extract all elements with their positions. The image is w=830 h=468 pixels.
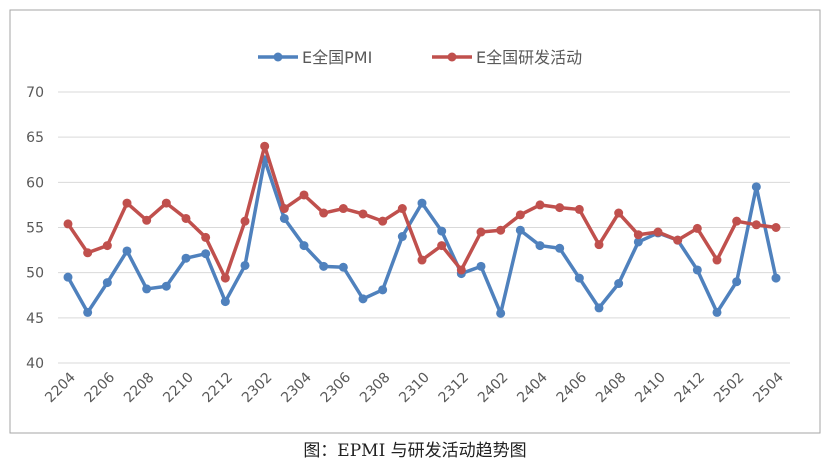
chart-frame — [9, 9, 821, 434]
data-point — [417, 198, 427, 208]
legend-marker — [273, 52, 283, 62]
data-point — [299, 190, 309, 200]
data-point — [122, 198, 132, 208]
data-point — [555, 243, 565, 253]
data-point — [574, 273, 584, 283]
data-point — [260, 141, 270, 151]
data-point — [279, 204, 289, 214]
y-tick-label: 60 — [26, 175, 44, 191]
data-point — [338, 204, 348, 214]
data-point — [201, 232, 211, 242]
data-point — [161, 281, 171, 291]
legend-marker — [447, 52, 457, 62]
data-point — [102, 278, 112, 288]
data-point — [496, 225, 506, 235]
data-point — [712, 307, 722, 317]
data-point — [181, 213, 191, 223]
data-point — [240, 216, 250, 226]
data-point — [535, 200, 545, 210]
data-point — [437, 241, 447, 251]
data-point — [378, 216, 388, 226]
data-point — [594, 303, 604, 313]
data-point — [712, 255, 722, 265]
data-point — [102, 241, 112, 251]
data-point — [614, 279, 624, 289]
data-point — [515, 225, 525, 235]
data-point — [220, 273, 230, 283]
data-point — [771, 273, 781, 283]
data-point — [220, 297, 230, 307]
data-point — [574, 204, 584, 214]
data-point — [633, 237, 643, 247]
data-point — [397, 232, 407, 242]
data-point — [417, 255, 427, 265]
data-point — [319, 261, 329, 271]
data-point — [555, 203, 565, 213]
data-point — [181, 253, 191, 263]
data-point — [142, 284, 152, 294]
data-point — [515, 210, 525, 220]
data-point — [692, 265, 702, 275]
data-point — [142, 215, 152, 225]
data-point — [437, 226, 447, 236]
y-tick-label: 50 — [26, 266, 44, 282]
data-point — [338, 262, 348, 272]
data-point — [358, 209, 368, 219]
data-point — [751, 182, 761, 192]
y-tick-label: 45 — [26, 311, 44, 327]
legend-label: E全国研发活动 — [476, 48, 582, 67]
data-point — [456, 265, 466, 275]
y-tick-label: 40 — [26, 356, 44, 372]
data-point — [83, 307, 93, 317]
data-point — [771, 223, 781, 232]
y-tick-label: 65 — [26, 130, 44, 146]
data-point — [732, 277, 742, 287]
y-tick-label: 55 — [26, 221, 44, 237]
data-point — [732, 216, 742, 226]
data-point — [63, 272, 73, 282]
legend-label: E全国PMI — [302, 48, 372, 67]
data-point — [63, 219, 73, 229]
data-point — [378, 285, 388, 295]
caption: 图：EPMI 与研发活动趋势图 — [303, 441, 527, 461]
data-point — [496, 308, 506, 318]
data-point — [692, 223, 702, 233]
data-point — [476, 261, 486, 271]
data-point — [299, 241, 309, 251]
data-point — [673, 235, 683, 245]
data-point — [594, 240, 604, 250]
y-tick-label: 70 — [26, 85, 44, 101]
data-point — [240, 260, 250, 270]
data-point — [161, 198, 171, 208]
data-point — [279, 213, 289, 223]
data-point — [358, 294, 368, 304]
data-point — [535, 241, 545, 251]
data-point — [476, 227, 486, 237]
data-point — [614, 208, 624, 218]
data-point — [653, 227, 663, 237]
data-point — [201, 249, 211, 259]
data-point — [633, 230, 643, 240]
data-point — [319, 208, 329, 218]
data-point — [397, 204, 407, 214]
data-point — [751, 220, 761, 230]
data-point — [122, 246, 132, 256]
data-point — [83, 248, 93, 258]
